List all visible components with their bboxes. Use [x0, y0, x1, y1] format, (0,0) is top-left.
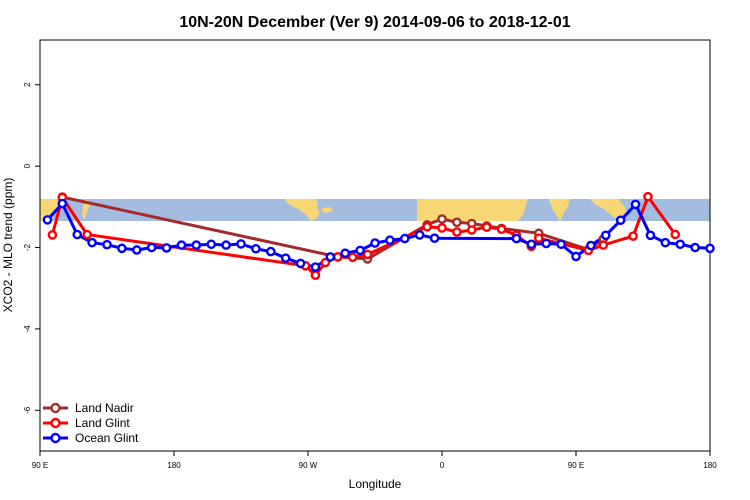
data-point-land-glint [628, 231, 638, 241]
data-point-ocean-glint [385, 235, 395, 246]
data-point-ocean-glint [102, 239, 112, 250]
data-point-ocean-glint [295, 258, 306, 269]
data-point-land-glint [533, 233, 544, 243]
data-point-land-glint [452, 227, 462, 237]
world-map-band [40, 199, 710, 221]
data-point-land-glint [82, 229, 92, 240]
data-point-ocean-glint [117, 243, 127, 254]
data-point-ocean-glint [236, 239, 246, 249]
data-point-land-glint [437, 223, 447, 233]
data-point-land-glint [310, 270, 321, 281]
data-point-ocean-glint [541, 238, 552, 249]
map-ocean [40, 199, 710, 221]
data-point-ocean-glint [131, 245, 142, 255]
x-axis: 90 E 180 90 W 0 90 E 180 [32, 451, 717, 470]
map-land-caribbean [322, 207, 333, 213]
data-point-ocean-glint [690, 242, 700, 253]
legend-label: Ocean Glint [75, 431, 139, 445]
data-point-land-glint [643, 191, 653, 202]
y-tick-label: -6 [23, 406, 32, 414]
data-point-ocean-glint [660, 237, 671, 248]
legend-label: Land Glint [75, 416, 130, 430]
data-point-ocean-glint [586, 240, 596, 251]
data-point-land-nadir [437, 214, 447, 224]
chart-title: 10N-20N December (Ver 9) 2014-09-06 to 2… [179, 14, 570, 31]
x-tick-label: 180 [703, 461, 717, 470]
map-land-mexico [285, 199, 320, 221]
data-point-ocean-glint [280, 253, 291, 263]
data-point-ocean-glint [526, 239, 537, 250]
x-tick-label: 90 E [32, 461, 48, 470]
y-tick-label: 0 [23, 163, 32, 168]
x-tick-label: 180 [167, 461, 181, 470]
data-point-ocean-glint [675, 239, 686, 250]
data-point-ocean-glint [57, 198, 68, 209]
data-point-ocean-glint [221, 240, 231, 250]
data-point-ocean-glint [355, 245, 365, 256]
data-point-ocean-glint [630, 199, 641, 210]
data-point-land-glint [466, 225, 477, 235]
data-point-ocean-glint [571, 251, 581, 262]
data-point-ocean-glint [414, 230, 425, 240]
data-point-ocean-glint [600, 230, 611, 241]
data-series [42, 191, 715, 281]
data-point-land-glint [481, 222, 492, 232]
data-point-land-glint [347, 252, 358, 263]
data-point-ocean-glint [251, 243, 261, 254]
data-point-ocean-glint [87, 237, 97, 248]
data-point-ocean-glint [645, 230, 656, 241]
data-point-land-nadir [452, 217, 462, 228]
y-tick-label: -2 [23, 243, 32, 251]
data-point-ocean-glint [429, 233, 440, 243]
data-point-ocean-glint [72, 229, 83, 240]
data-point-ocean-glint [556, 239, 566, 250]
data-point-land-glint [320, 257, 331, 268]
data-point-ocean-glint [265, 246, 276, 257]
data-point-land-glint [362, 249, 373, 260]
x-tick-label: 90 E [568, 461, 584, 470]
x-tick-label: 90 W [299, 461, 318, 470]
x-tick-label: 0 [440, 461, 445, 470]
data-point-land-glint [496, 224, 507, 235]
y-tick-label: 2 [23, 82, 32, 87]
data-point-ocean-glint [206, 239, 217, 250]
data-point-ocean-glint [191, 240, 202, 250]
data-point-land-glint [332, 252, 343, 262]
data-point-ocean-glint [511, 233, 522, 244]
legend-label: Land Nadir [75, 401, 134, 415]
data-point-ocean-glint [705, 243, 715, 254]
data-point-ocean-glint [325, 252, 336, 262]
y-axis: -6 -4 -2 0 2 [23, 82, 40, 414]
legend-marker [50, 417, 61, 429]
data-point-ocean-glint [42, 215, 53, 225]
data-point-ocean-glint [176, 240, 187, 250]
data-point-ocean-glint [146, 242, 157, 253]
data-point-ocean-glint [370, 238, 380, 248]
y-tick-label: -4 [23, 325, 32, 333]
y-axis-label: XCO2 - MLO trend (ppm) [1, 178, 15, 313]
data-point-land-glint [47, 230, 58, 240]
data-point-ocean-glint [615, 215, 626, 226]
data-point-land-glint [670, 229, 681, 240]
data-point-land-glint [598, 240, 609, 250]
map-land-africa [417, 199, 528, 221]
data-point-ocean-glint [310, 262, 321, 272]
data-point-ocean-glint [161, 243, 172, 253]
legend-marker [50, 432, 61, 444]
data-point-land-glint [422, 221, 432, 232]
map-land-islands [82, 200, 90, 220]
series-line-land-nadir [61, 195, 605, 261]
map-land-se-asia [590, 199, 628, 221]
x-axis-label: Longitude [349, 477, 402, 491]
legend-marker [50, 402, 61, 414]
data-point-ocean-glint [340, 248, 351, 259]
map-land-india [549, 199, 570, 221]
data-point-ocean-glint [399, 233, 410, 244]
